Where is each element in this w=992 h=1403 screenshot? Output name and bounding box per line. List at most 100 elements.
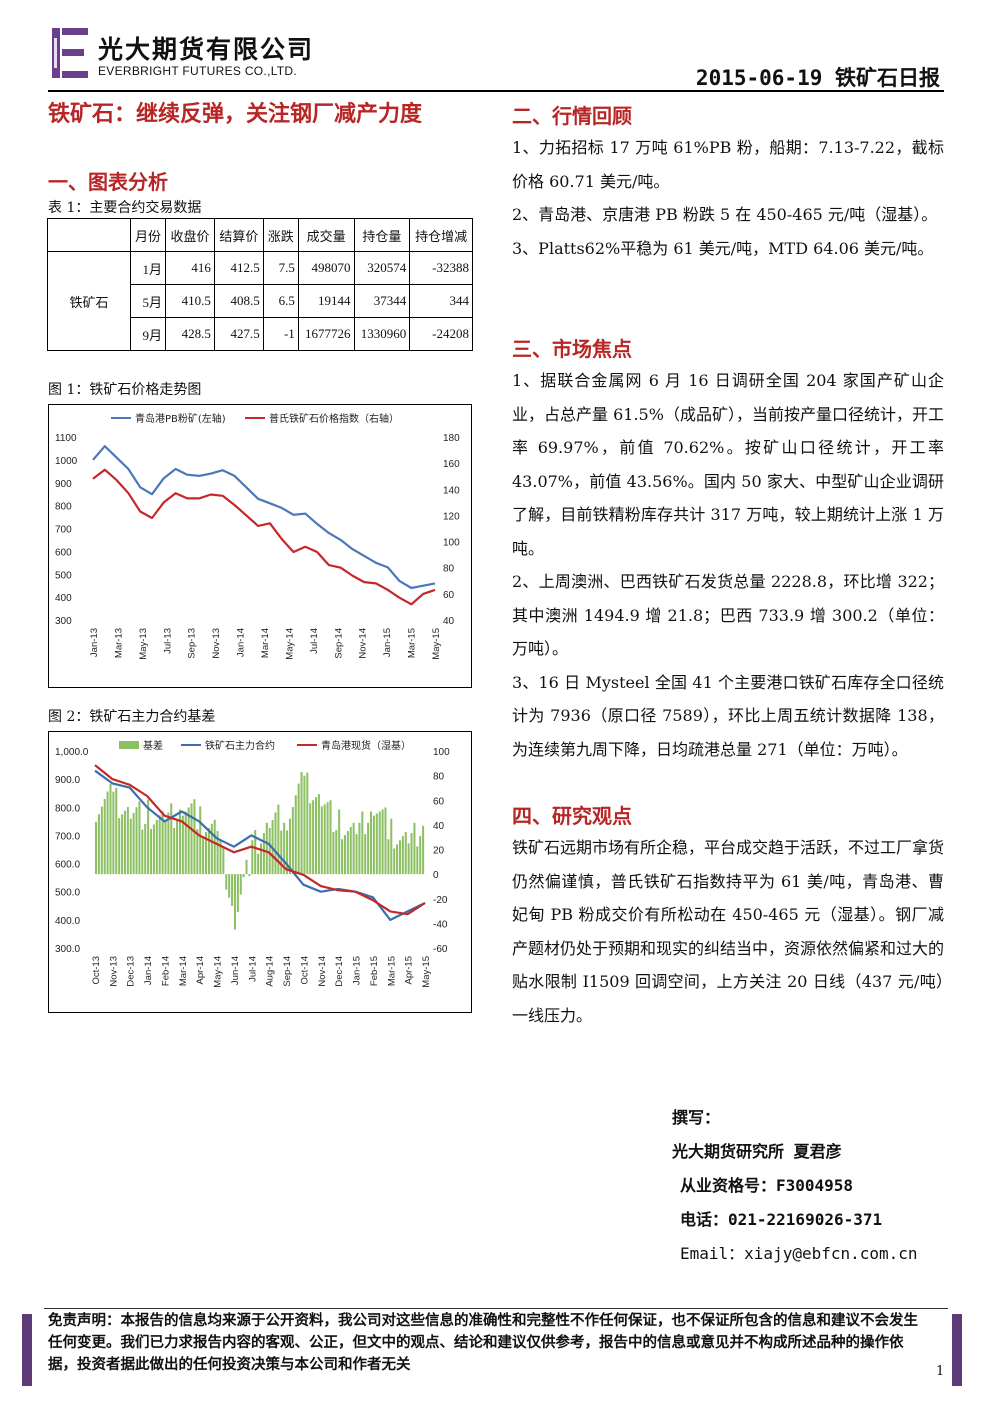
- series-line: [94, 764, 426, 916]
- y-left-tick-label: 600: [55, 547, 72, 558]
- basis-bar: [398, 840, 401, 875]
- basis-bar: [184, 811, 187, 875]
- basis-bar: [416, 846, 419, 875]
- y-left-tick-label: 300.0: [55, 944, 80, 955]
- basis-bar: [315, 797, 318, 875]
- x-tick-label: Feb-15: [369, 956, 380, 986]
- basis-bar: [303, 775, 306, 875]
- basis-bar: [277, 804, 280, 875]
- table-cell: 408.5: [213, 284, 264, 318]
- section1-heading: 一、图表分析: [48, 170, 168, 194]
- y-left-tick-label: 400: [55, 593, 72, 604]
- x-tick-label: Jan-13: [89, 628, 100, 657]
- basis-bar: [138, 801, 141, 875]
- x-tick-label: May-14: [213, 956, 224, 988]
- table-cell: 412.5: [213, 251, 264, 285]
- basis-bar: [332, 832, 335, 875]
- chart1-svg: 1100 1000 900 800 700 600 500 400 300 180 160 140 12…: [55, 412, 460, 660]
- paragraph: 2、青岛港、京唐港 PB 粉跌 5 在 450-465 元/吨（湿基）。: [512, 205, 938, 224]
- y-left-tick-label: 900: [55, 479, 72, 490]
- basis-bar: [141, 829, 144, 875]
- basis-bar: [309, 803, 312, 875]
- chart-basis: 1,000.0 900.0 800.0 700.0 600.0 500.0 400.0 300…: [48, 731, 472, 1013]
- basis-bar: [381, 809, 384, 875]
- basis-bar: [167, 812, 170, 875]
- table-header-cell: 结算价: [213, 218, 264, 252]
- basis-bar: [364, 834, 367, 875]
- basis-bar: [297, 783, 300, 875]
- y-right-tick-label: 100: [443, 538, 460, 549]
- header-divider: [48, 90, 944, 92]
- chart2-svg: 1,000.0 900.0 800.0 700.0 600.0 500.0 400.0 300…: [55, 739, 450, 988]
- legend-swatch: [119, 741, 139, 749]
- basis-bar: [248, 874, 251, 877]
- basis-bar: [372, 815, 375, 875]
- table-row: 铁矿石 1月 416 412.5 7.5 498070 320574 -3238…: [47, 251, 473, 351]
- basis-bar: [396, 844, 399, 875]
- x-tick-label: May-13: [138, 628, 149, 660]
- company-name-cn: 光大期货有限公司: [98, 35, 315, 64]
- x-tick-label: Dec-14: [334, 956, 345, 987]
- y-left-tick-label: 1100: [55, 433, 77, 444]
- basis-bar: [161, 810, 164, 875]
- basis-bar: [176, 818, 179, 875]
- basis-bar: [121, 814, 124, 875]
- basis-bar: [320, 806, 323, 875]
- basis-bar: [123, 810, 126, 875]
- section4-heading: 四、研究观点: [512, 804, 632, 828]
- basis-bar: [210, 823, 213, 875]
- table-row: 9月 428.5 427.5 -1 1677726 1330960 -24208: [48, 317, 473, 351]
- basis-bar: [126, 807, 129, 875]
- section4-body: 铁矿石远期市场有所企稳，平台成交趋于活跃，不过工厂拿货仍然偏谨慎，普氏铁矿石指数…: [512, 831, 944, 1032]
- basis-bar: [404, 832, 407, 875]
- basis-bar: [375, 813, 378, 875]
- company-name-en: EVERBRIGHT FUTURES CO.,LTD.: [98, 64, 298, 78]
- section2-heading: 二、行情回顾: [512, 104, 632, 128]
- basis-bar: [135, 807, 138, 875]
- y-right-tick-label: 20: [433, 846, 445, 857]
- basis-bar: [280, 830, 283, 875]
- x-tick-label: Aug-14: [265, 956, 276, 987]
- x-tick-label: Nov-13: [211, 628, 222, 659]
- series-line: [94, 769, 426, 921]
- y-right-tick-label: 80: [443, 564, 455, 575]
- basis-bar: [95, 821, 98, 875]
- basis-bar: [225, 874, 228, 890]
- basis-bar: [393, 848, 396, 875]
- basis-bar: [181, 815, 184, 875]
- section2-body: 1、力拓招标 17 万吨 61%PB 粉，船期：7.13-7.22，截标价格 6…: [512, 131, 944, 265]
- legend-label: 基差: [143, 739, 163, 752]
- basis-bar: [178, 809, 181, 875]
- table-cell: 416: [165, 251, 215, 285]
- basis-bar: [262, 833, 265, 875]
- basis-bar: [260, 843, 263, 875]
- basis-bar: [216, 831, 219, 875]
- y-right-tick-label: 120: [443, 511, 460, 522]
- basis-bar: [346, 831, 349, 875]
- basis-bar: [294, 795, 297, 875]
- basis-bar: [361, 811, 364, 875]
- x-tick-label: Oct-14: [299, 956, 310, 985]
- basis-bar: [164, 821, 167, 875]
- table-header-cell: 月份: [129, 218, 167, 252]
- x-tick-label: Jul-13: [162, 628, 173, 654]
- chart-price-trend: 1100 1000 900 800 700 600 500 400 300 180 160 140 12…: [48, 404, 472, 688]
- y-right-tick-label: 40: [433, 821, 445, 832]
- basis-bar: [422, 825, 425, 875]
- basis-bar: [205, 832, 208, 875]
- table-header-cell: 持仓量: [353, 218, 411, 252]
- series-line: [92, 468, 436, 606]
- signature-license: 从业资格号：F3004958: [680, 1176, 854, 1195]
- section3-heading: 三、市场焦点: [512, 337, 632, 361]
- legend-label: 普氏铁矿石价格指数（右轴）: [269, 412, 399, 425]
- x-tick-label: Jan-14: [143, 956, 154, 985]
- signature-email: Email：xiajy@ebfcn.com.cn: [680, 1244, 918, 1263]
- table-caption: 表 1：主要合约交易数据: [48, 200, 202, 216]
- basis-bar: [341, 839, 344, 875]
- basis-bar: [358, 822, 361, 875]
- table-cell: 19144: [297, 284, 355, 318]
- basis-bar: [410, 833, 413, 875]
- basis-bar: [245, 859, 248, 875]
- signature-phone: 电话：021-22169026-371: [680, 1210, 883, 1229]
- basis-bar: [335, 830, 338, 875]
